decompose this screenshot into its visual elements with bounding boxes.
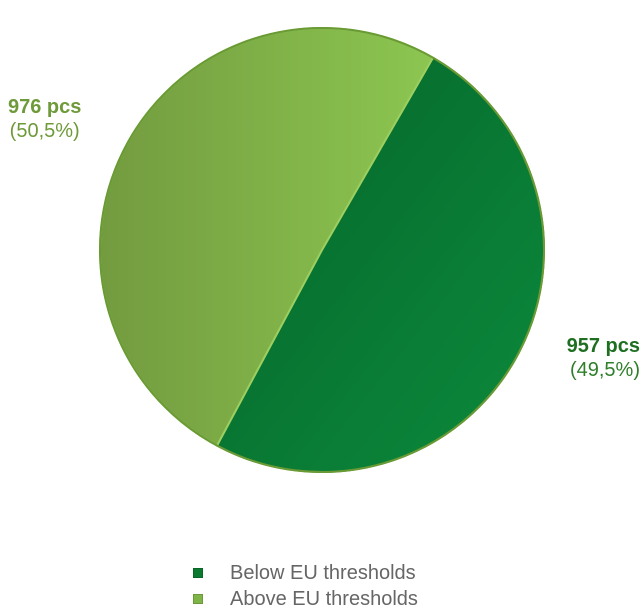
count-label-below: 957 pcs: [566, 335, 640, 357]
legend-swatch-above: [193, 594, 203, 604]
legend-item-above: Above EU thresholds: [193, 586, 418, 612]
data-label-above: 976 pcs (50,5%): [8, 95, 81, 143]
percent-label-below: (49,5%): [569, 359, 640, 381]
pie-outline: [99, 27, 545, 473]
legend-label-above: Above EU thresholds: [230, 588, 418, 610]
count-label-above: 976 pcs: [8, 96, 82, 118]
data-label-below: 957 pcs (49,5%): [567, 334, 640, 382]
legend-item-below: Below EU thresholds: [193, 560, 418, 586]
legend-swatch-below: [193, 568, 203, 578]
legend: Below EU thresholds Above EU thresholds: [193, 560, 418, 612]
legend-label-below: Below EU thresholds: [230, 562, 416, 584]
percent-label-above: (50,5%): [9, 120, 80, 142]
